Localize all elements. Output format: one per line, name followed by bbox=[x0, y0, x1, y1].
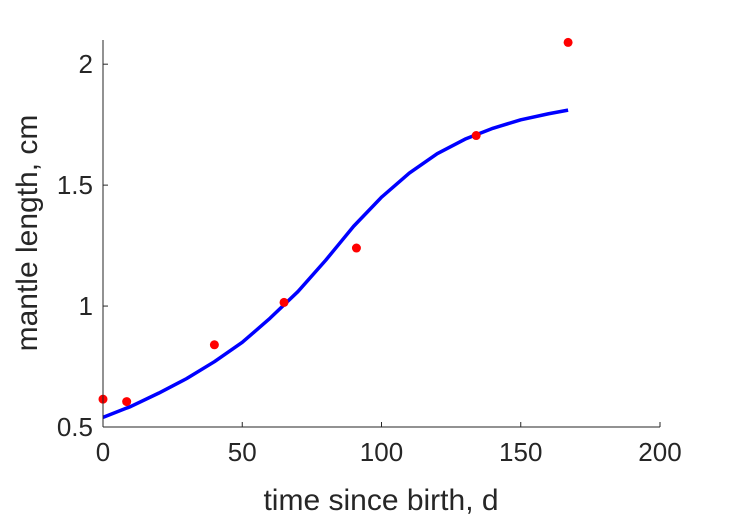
plot-area bbox=[98, 37, 573, 419]
data-point bbox=[563, 37, 573, 47]
x-axis-title: time since birth, d bbox=[263, 484, 498, 517]
x-tick-label: 50 bbox=[228, 437, 257, 467]
data-point bbox=[351, 243, 361, 253]
x-tick-label: 100 bbox=[360, 437, 403, 467]
fit-curve bbox=[102, 108, 569, 419]
data-point bbox=[279, 297, 289, 307]
y-tick-label: 1.5 bbox=[57, 170, 93, 200]
data-point bbox=[471, 131, 481, 141]
y-axis-title: mantle length, cm bbox=[11, 115, 44, 352]
x-tick-label: 200 bbox=[638, 437, 681, 467]
data-point bbox=[209, 340, 219, 350]
x-tick-label: 150 bbox=[499, 437, 542, 467]
x-tick-label: 0 bbox=[96, 437, 110, 467]
y-tick-label: 2 bbox=[79, 49, 93, 79]
y-axis-ticks: 0.5 1 1.5 2 bbox=[57, 49, 108, 442]
y-tick-label: 0.5 bbox=[57, 412, 93, 442]
data-point bbox=[122, 397, 132, 407]
x-axis-ticks: 0 50 100 150 200 bbox=[96, 422, 682, 467]
y-tick-label: 1 bbox=[79, 291, 93, 321]
